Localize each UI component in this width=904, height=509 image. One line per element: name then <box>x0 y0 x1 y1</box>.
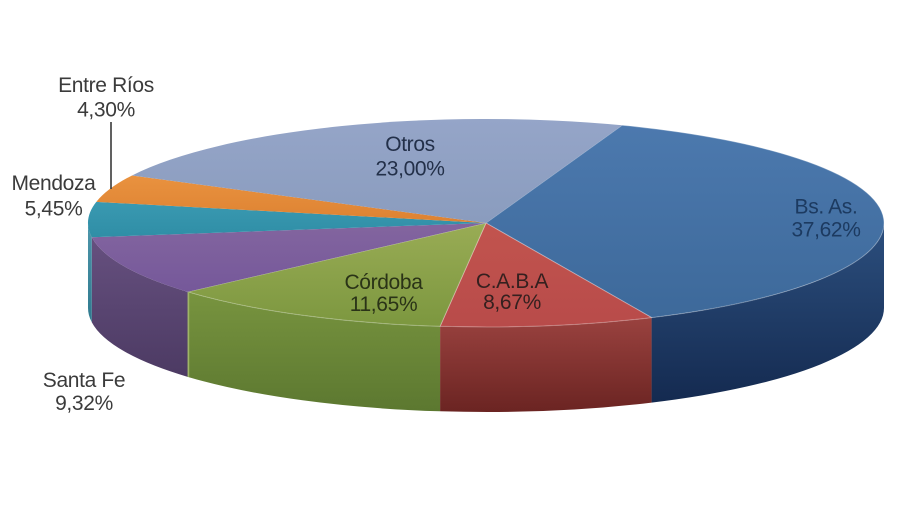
svg-text:Santa Fe: Santa Fe <box>43 369 125 392</box>
svg-text:Otros: Otros <box>385 133 435 156</box>
svg-text:Córdoba: Córdoba <box>344 271 423 294</box>
svg-text:Mendoza: Mendoza <box>12 172 97 195</box>
svg-text:9,32%: 9,32% <box>55 392 113 415</box>
svg-text:4,30%: 4,30% <box>77 99 135 122</box>
svg-text:37,62%: 37,62% <box>791 219 860 242</box>
svg-text:5,45%: 5,45% <box>25 198 83 221</box>
svg-text:23,00%: 23,00% <box>375 158 444 181</box>
svg-text:Entre Ríos: Entre Ríos <box>58 74 154 97</box>
svg-text:11,65%: 11,65% <box>350 293 418 316</box>
svg-text:C.A.B.A: C.A.B.A <box>476 270 549 293</box>
svg-text:8,67%: 8,67% <box>483 291 541 314</box>
svg-text:Bs. As.: Bs. As. <box>795 196 858 219</box>
